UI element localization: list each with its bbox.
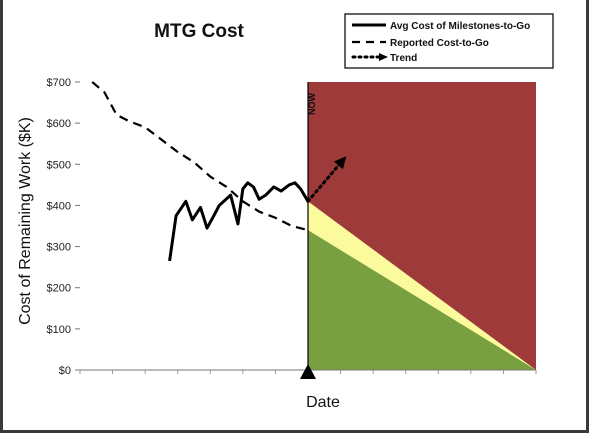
series-trend-line <box>306 156 347 203</box>
y-tick-label: $100 <box>47 324 71 336</box>
now-label: NOW <box>307 93 317 116</box>
legend: Avg Cost of Milestones-to-Go Reported Co… <box>344 13 554 69</box>
y-tick-label: $0 <box>59 365 71 377</box>
y-tick-label: $600 <box>47 118 71 130</box>
legend-arrow-icon <box>379 53 388 61</box>
series-reported-cost-line <box>91 81 309 232</box>
now-marker-icon <box>300 364 316 379</box>
y-axis-title: Cost of Remaining Work ($K) <box>17 117 34 325</box>
chart-title: MTG Cost <box>154 21 244 42</box>
y-tick-label: $200 <box>47 283 71 295</box>
x-axis-title: Date <box>306 394 340 411</box>
forecast-regions <box>308 82 536 370</box>
forecast-region-green <box>308 230 536 370</box>
y-tick-label: $500 <box>47 159 71 171</box>
y-tick-label: $300 <box>47 242 71 254</box>
legend-entry-reported: Reported Cost-to-Go <box>390 38 489 49</box>
y-tick-label: $400 <box>47 200 71 212</box>
series-lines <box>91 81 347 262</box>
y-tick-label: $700 <box>47 77 71 89</box>
series-avg-cost-line <box>168 181 310 262</box>
legend-entry-trend: Trend <box>390 53 417 64</box>
legend-entry-avg-cost: Avg Cost of Milestones-to-Go <box>390 21 530 32</box>
